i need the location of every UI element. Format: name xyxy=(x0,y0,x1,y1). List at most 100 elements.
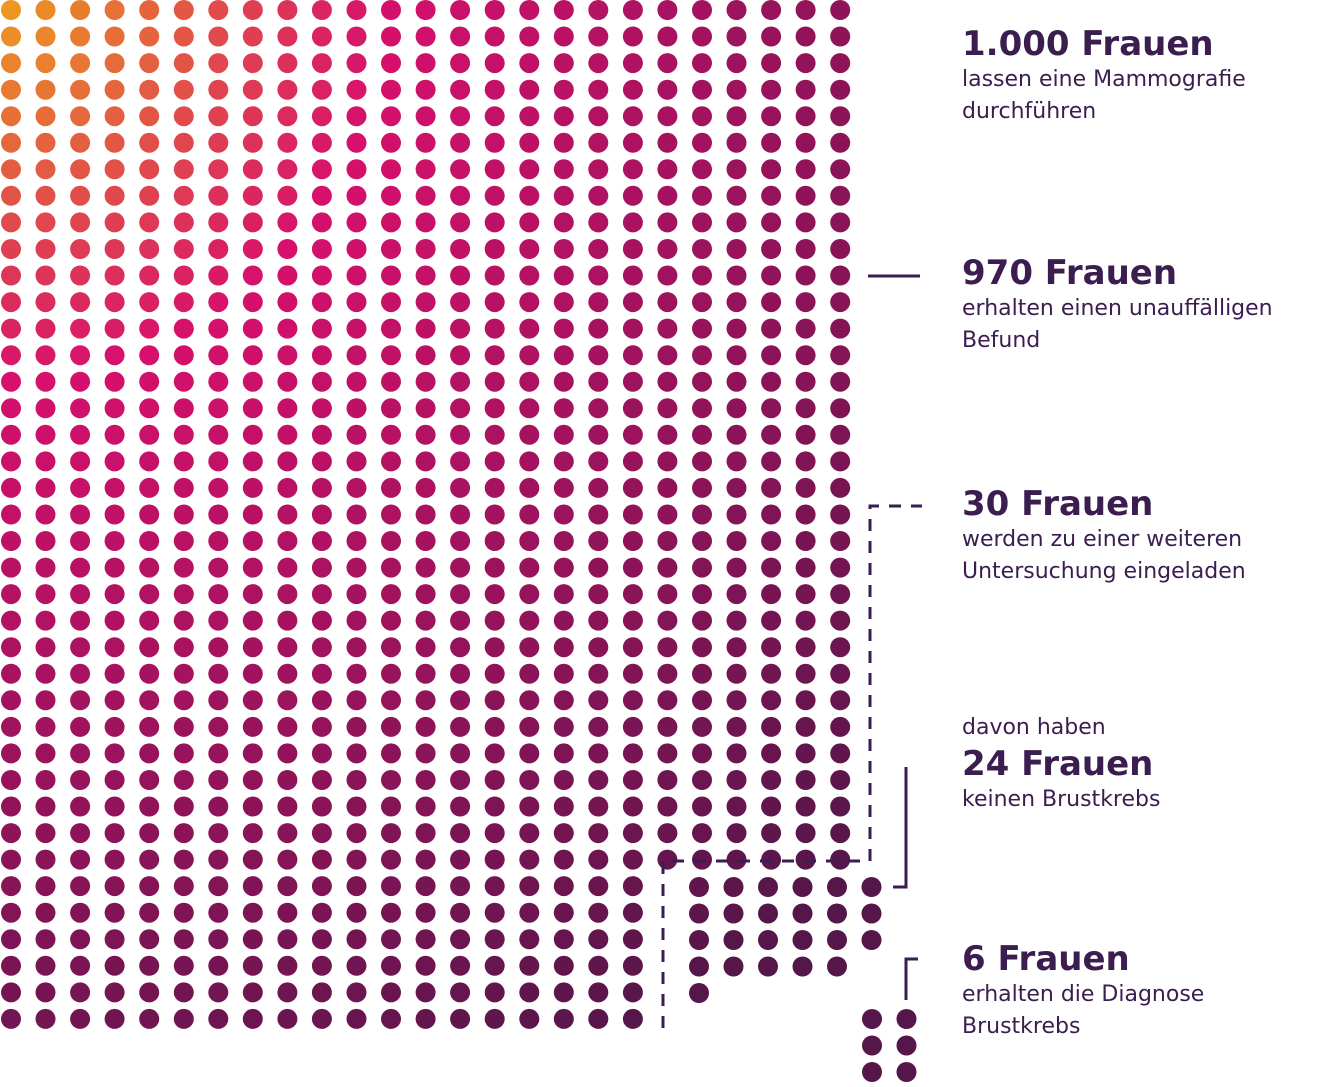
dot-970 xyxy=(588,504,609,525)
dot-970 xyxy=(139,53,160,74)
dot-970 xyxy=(657,637,678,658)
dot-970 xyxy=(692,53,712,74)
dot-970 xyxy=(588,185,609,206)
dot-970 xyxy=(519,823,540,844)
dot-970 xyxy=(553,53,574,74)
dot-970 xyxy=(35,212,56,233)
dot-970 xyxy=(484,106,505,127)
dot-970 xyxy=(208,239,229,259)
dot-970 xyxy=(35,159,56,180)
dot-970 xyxy=(104,212,125,233)
dot-6 xyxy=(896,1062,917,1082)
dot-970 xyxy=(104,796,125,817)
dot-970 xyxy=(761,451,782,472)
dot-970 xyxy=(139,823,160,844)
dot-970 xyxy=(35,716,56,737)
dot-970 xyxy=(692,371,712,392)
dot-970 xyxy=(346,292,367,313)
dot-970 xyxy=(173,477,194,498)
dot-970 xyxy=(726,610,747,631)
dot-970 xyxy=(657,185,678,206)
dot-970 xyxy=(346,637,367,658)
dot-970 xyxy=(208,770,229,790)
dot-layer xyxy=(1,0,917,1082)
dot-970 xyxy=(519,451,540,472)
dot-970 xyxy=(622,345,643,366)
dot-970 xyxy=(173,79,194,100)
dot-970 xyxy=(761,318,782,339)
dot-970 xyxy=(415,185,436,206)
dot-24 xyxy=(723,877,744,897)
dot-970 xyxy=(242,265,263,286)
dot-970 xyxy=(173,663,194,684)
group-30-desc-line2: Untersuchung eingeladen xyxy=(962,559,1246,584)
dot-970 xyxy=(761,239,782,259)
dot-970 xyxy=(1,929,21,950)
dot-970 xyxy=(242,318,263,339)
dot-970 xyxy=(519,265,540,286)
dot-970 xyxy=(830,106,851,127)
dot-970 xyxy=(277,26,298,47)
dot-970 xyxy=(208,0,229,20)
dot-970 xyxy=(104,159,125,180)
dot-970 xyxy=(242,398,263,419)
dot-970 xyxy=(553,345,574,366)
dot-970 xyxy=(622,292,643,313)
dot-970 xyxy=(277,929,298,950)
dot-970 xyxy=(726,663,747,684)
dot-970 xyxy=(311,371,332,392)
dot-970 xyxy=(588,26,609,47)
dot-970 xyxy=(830,424,851,445)
dot-970 xyxy=(726,504,747,525)
dot-970 xyxy=(795,770,816,790)
dot-970 xyxy=(277,106,298,127)
dot-970 xyxy=(346,716,367,737)
dot-970 xyxy=(104,637,125,658)
dot-970 xyxy=(173,53,194,74)
dot-970 xyxy=(1,26,21,47)
dot-970 xyxy=(726,584,747,605)
dot-970 xyxy=(484,929,505,950)
dot-970 xyxy=(346,265,367,286)
dot-970 xyxy=(242,451,263,472)
dot-970 xyxy=(70,584,91,605)
dot-970 xyxy=(588,292,609,313)
dot-970 xyxy=(242,849,263,870)
dot-970 xyxy=(553,318,574,339)
dot-970 xyxy=(519,424,540,445)
dot-970 xyxy=(311,796,332,817)
dot-970 xyxy=(173,584,194,605)
dot-970 xyxy=(692,398,712,419)
dot-970 xyxy=(311,26,332,47)
dot-970 xyxy=(242,823,263,844)
dot-970 xyxy=(173,26,194,47)
dot-970 xyxy=(484,79,505,100)
dot-970 xyxy=(692,185,712,206)
dot-970 xyxy=(726,345,747,366)
dot-970 xyxy=(311,504,332,525)
dot-970 xyxy=(70,318,91,339)
dot-970 xyxy=(173,876,194,897)
dot-970 xyxy=(242,929,263,950)
dot-970 xyxy=(622,902,643,923)
dot-970 xyxy=(70,345,91,366)
dot-970 xyxy=(795,477,816,498)
dot-970 xyxy=(692,557,712,578)
dot-970 xyxy=(450,371,471,392)
dot-970 xyxy=(311,770,332,790)
dot-970 xyxy=(208,106,229,127)
dot-970 xyxy=(519,796,540,817)
dot-970 xyxy=(761,132,782,153)
dot-970 xyxy=(622,106,643,127)
dot-970 xyxy=(830,557,851,578)
dot-970 xyxy=(277,716,298,737)
dot-970 xyxy=(588,371,609,392)
dot-970 xyxy=(311,902,332,923)
group-970-count: 970 Frauen xyxy=(962,253,1178,293)
dot-970 xyxy=(346,849,367,870)
dot-970 xyxy=(692,584,712,605)
dot-970 xyxy=(588,424,609,445)
dot-970 xyxy=(726,26,747,47)
dot-970 xyxy=(104,185,125,206)
dot-970 xyxy=(104,955,125,976)
